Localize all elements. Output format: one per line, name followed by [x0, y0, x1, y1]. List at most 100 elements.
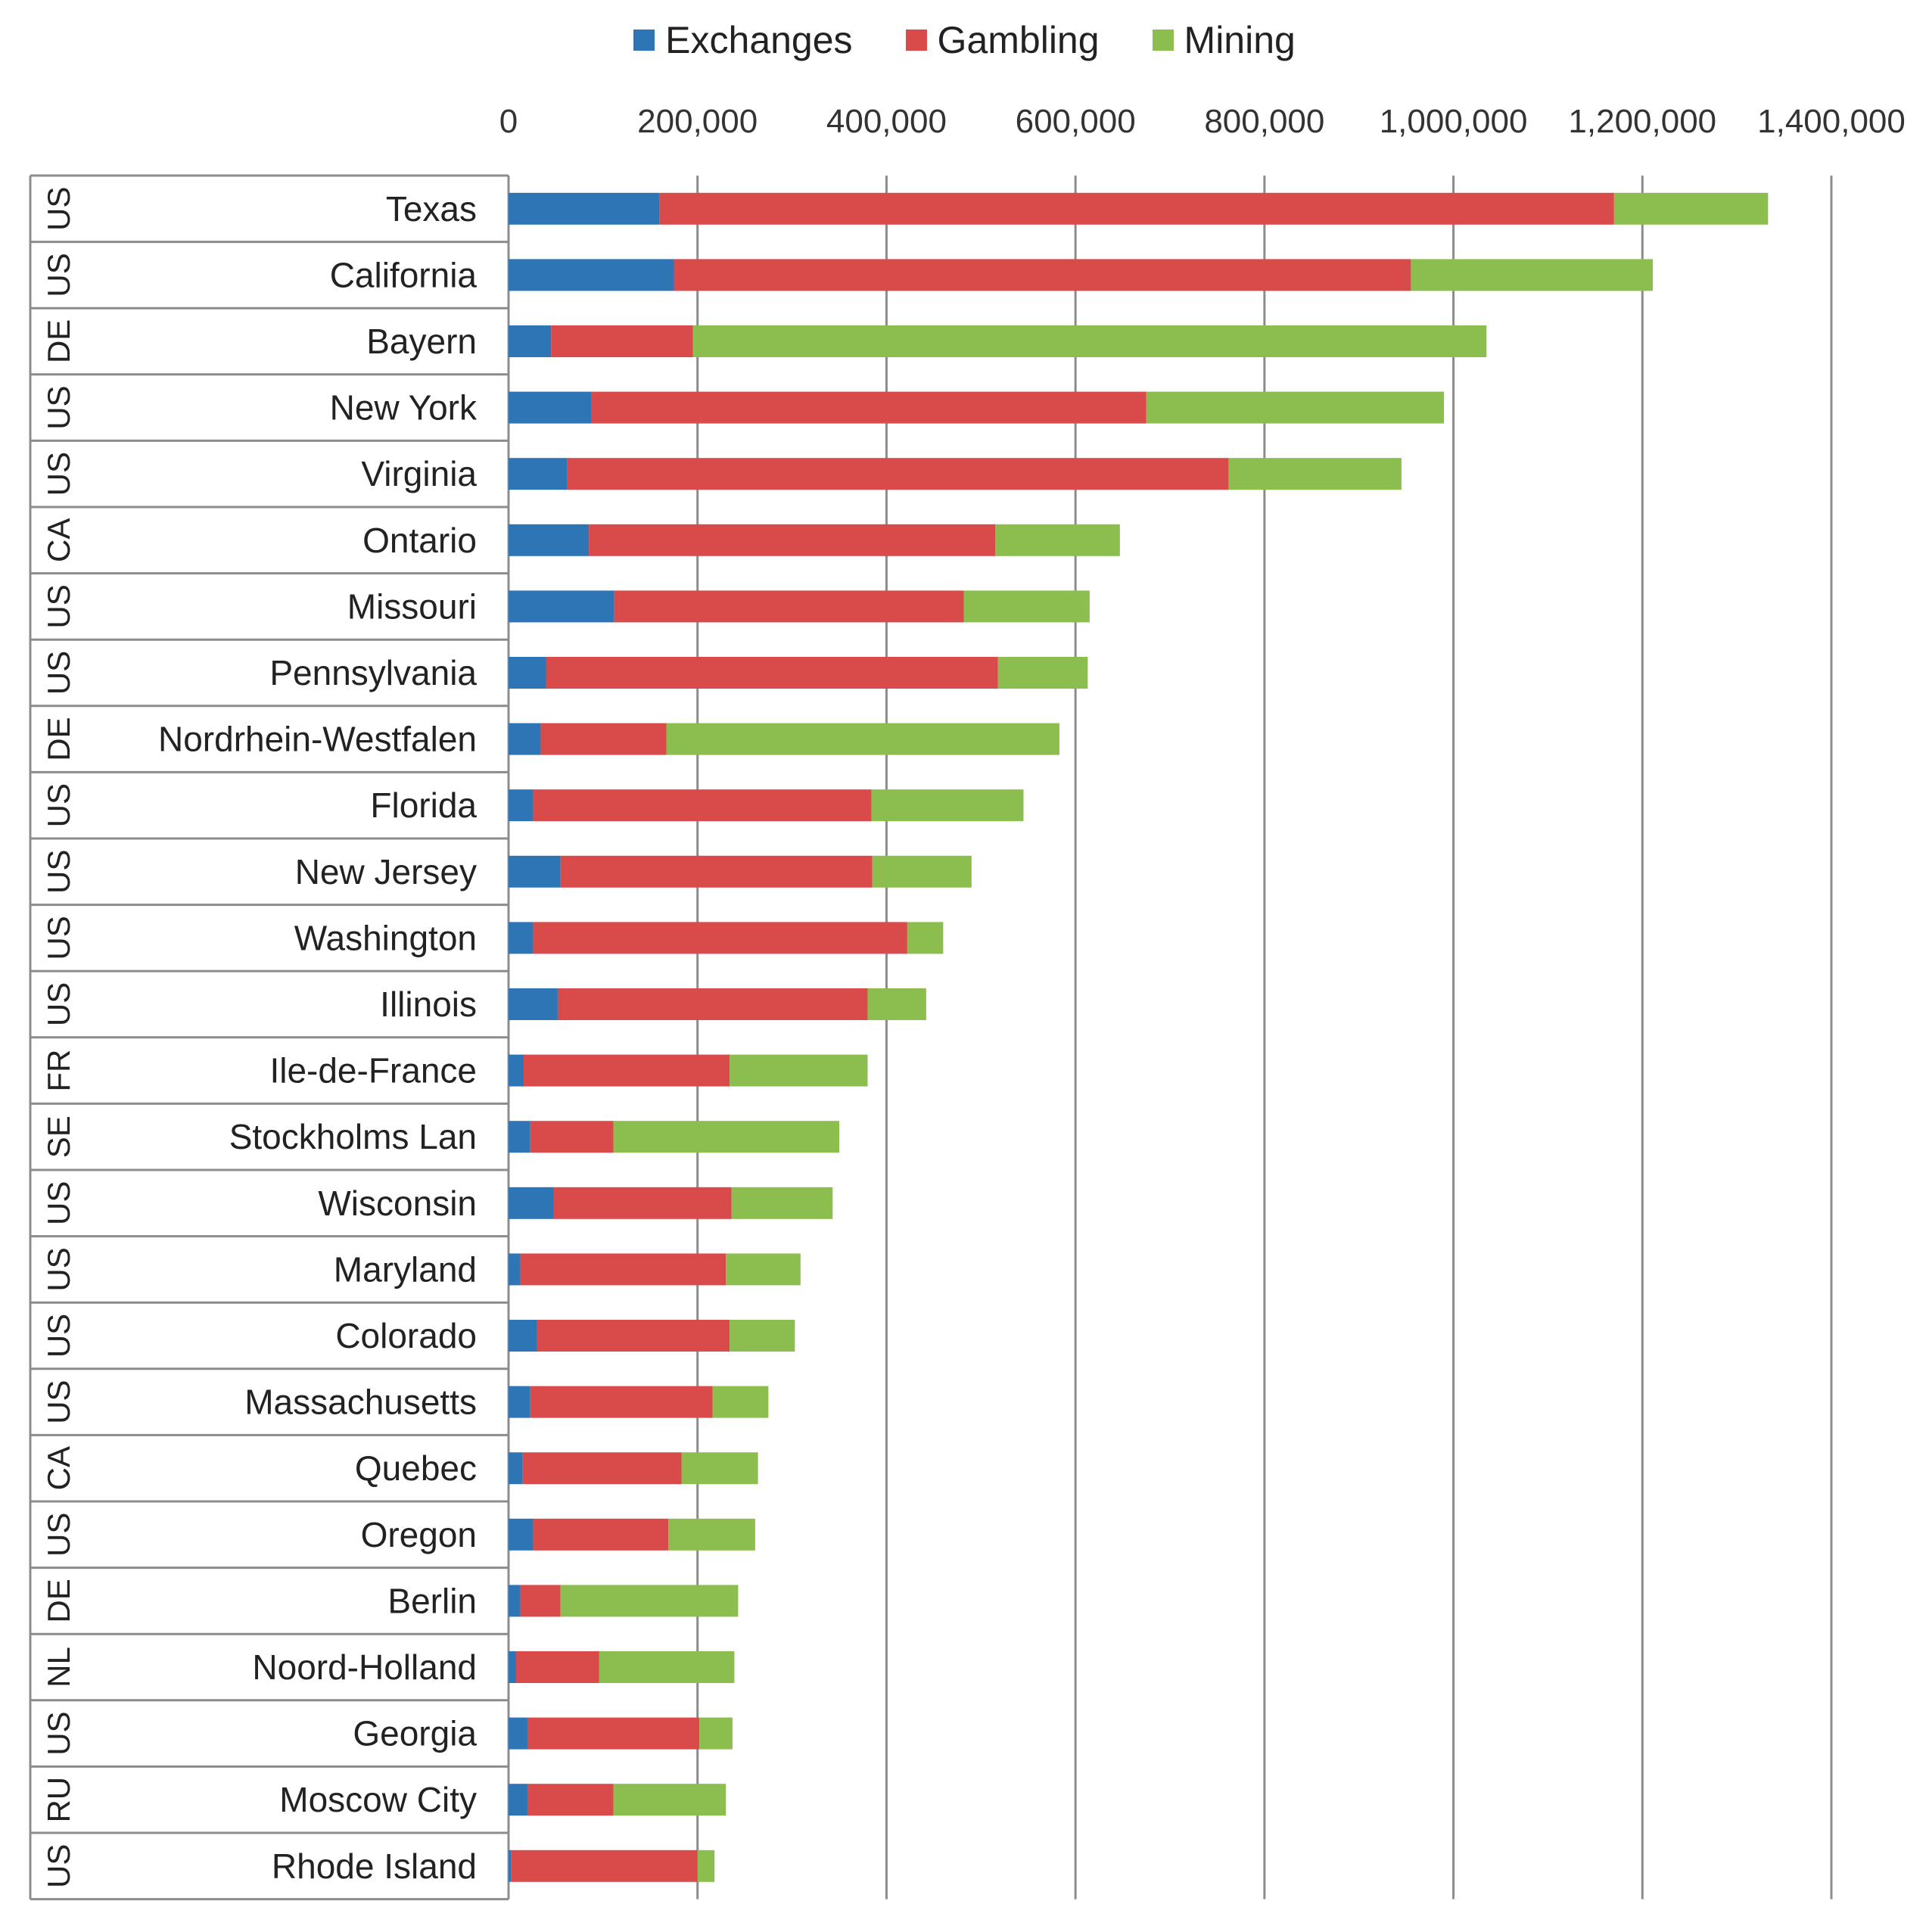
- country-code-label: US: [41, 452, 76, 496]
- country-code-label: US: [41, 1711, 76, 1755]
- x-tick-label: 1,400,000: [1757, 103, 1906, 140]
- bar-exchanges-georgia: [509, 1717, 527, 1750]
- country-code-label: US: [41, 1513, 76, 1557]
- bar-mining-florida: [871, 789, 1024, 822]
- country-code-label: FR: [41, 1050, 76, 1092]
- bar-mining-maryland: [726, 1253, 801, 1286]
- legend-swatch-mining: [1152, 30, 1174, 51]
- bar-mining-colorado: [730, 1320, 795, 1352]
- bar-mining-nordrhein-westfalen: [666, 723, 1059, 755]
- bar-mining-wisconsin: [731, 1187, 833, 1219]
- country-code-label: US: [41, 982, 76, 1026]
- bar-exchanges-new-york: [509, 391, 592, 424]
- bar-mining-virginia: [1228, 458, 1402, 490]
- bar-mining-stockholms-lan: [613, 1121, 839, 1153]
- category-label: Quebec: [355, 1448, 477, 1488]
- bar-gambling-illinois: [557, 988, 868, 1020]
- bar-gambling-moscow-city: [527, 1784, 614, 1816]
- country-code-label: DE: [41, 717, 76, 761]
- country-code-label: DE: [41, 1579, 76, 1622]
- bar-gambling-nordrhein-westfalen: [540, 723, 667, 755]
- bar-gambling-georgia: [527, 1717, 700, 1750]
- category-label: New York: [330, 388, 478, 428]
- category-label: Florida: [370, 786, 477, 825]
- category-label: Rhode Island: [272, 1846, 477, 1886]
- bar-exchanges-maryland: [509, 1253, 520, 1286]
- legend: Exchanges Gambling Mining: [0, 14, 1929, 67]
- bar-gambling-new-jersey: [560, 855, 873, 888]
- x-tick-label: 600,000: [1016, 103, 1136, 140]
- bar-exchanges-quebec: [509, 1452, 523, 1485]
- bar-exchanges-moscow-city: [509, 1784, 527, 1816]
- category-label: Virginia: [361, 454, 477, 493]
- bar-mining-moscow-city: [613, 1784, 726, 1816]
- x-tick-label: 400,000: [826, 103, 947, 140]
- bar-gambling-ile-de-france: [523, 1054, 730, 1087]
- legend-item-gambling: Gambling: [905, 18, 1100, 62]
- country-code-label: US: [41, 1247, 76, 1291]
- country-code-label: CA: [41, 1446, 76, 1490]
- bar-gambling-oregon: [533, 1518, 669, 1551]
- bar-mining-pennsylvania: [997, 657, 1088, 689]
- country-code-label: US: [41, 850, 76, 894]
- bar-mining-rhode-island: [697, 1850, 715, 1882]
- bar-gambling-florida: [533, 789, 872, 822]
- bar-mining-california: [1411, 259, 1654, 291]
- bar-exchanges-colorado: [509, 1320, 537, 1352]
- category-label: Missouri: [347, 586, 477, 626]
- bar-mining-illinois: [867, 988, 926, 1020]
- country-code-label: US: [41, 187, 76, 231]
- bar-mining-missouri: [963, 590, 1090, 623]
- bar-mining-new-york: [1146, 391, 1445, 424]
- category-label: California: [330, 255, 478, 294]
- bar-exchanges-bayern: [509, 325, 552, 357]
- bar-exchanges-ile-de-france: [509, 1054, 524, 1087]
- bar-exchanges-virginia: [509, 458, 568, 490]
- category-label: Wisconsin: [318, 1184, 477, 1223]
- bar-gambling-rhode-island: [511, 1850, 698, 1882]
- category-label: New Jersey: [295, 852, 477, 891]
- bar-gambling-texas: [659, 192, 1614, 225]
- bar-exchanges-berlin: [509, 1585, 520, 1617]
- category-label: Ontario: [362, 521, 477, 560]
- bar-mining-berlin: [560, 1585, 739, 1617]
- category-label: Oregon: [361, 1515, 477, 1554]
- bar-mining-massachusetts: [712, 1386, 769, 1418]
- bar-exchanges-nordrhein-westfalen: [509, 723, 541, 755]
- country-code-label: US: [41, 783, 76, 827]
- bar-mining-ontario: [995, 524, 1120, 556]
- bar-gambling-colorado: [537, 1320, 730, 1352]
- category-label: Nordrhein-Westfalen: [158, 720, 477, 759]
- bar-exchanges-noord-holland: [509, 1651, 516, 1683]
- bar-exchanges-ontario: [509, 524, 590, 556]
- country-code-label: US: [41, 1314, 76, 1358]
- country-code-label: SE: [41, 1115, 76, 1158]
- bar-mining-oregon: [668, 1518, 755, 1551]
- bar-gambling-wisconsin: [553, 1187, 732, 1219]
- legend-item-mining: Mining: [1152, 18, 1296, 62]
- country-code-label: US: [41, 1380, 76, 1423]
- bar-exchanges-washington: [509, 922, 534, 954]
- legend-label-gambling: Gambling: [937, 19, 1100, 61]
- bar-mining-washington: [907, 922, 944, 954]
- bar-gambling-maryland: [519, 1253, 726, 1286]
- country-code-label: US: [41, 584, 76, 628]
- bar-mining-ile-de-france: [730, 1054, 868, 1087]
- bar-mining-georgia: [699, 1717, 733, 1750]
- country-code-label: US: [41, 385, 76, 429]
- country-code-label: NL: [41, 1647, 76, 1688]
- bar-exchanges-new-jersey: [509, 855, 561, 888]
- country-code-label: DE: [41, 319, 76, 363]
- category-label: Pennsylvania: [269, 653, 477, 692]
- category-label: Stockholms Lan: [229, 1117, 477, 1156]
- bar-mining-noord-holland: [599, 1651, 735, 1683]
- category-label: Colorado: [335, 1316, 477, 1355]
- bar-gambling-stockholms-lan: [530, 1121, 614, 1153]
- category-label: Noord-Holland: [252, 1647, 477, 1687]
- legend-label-mining: Mining: [1184, 19, 1296, 61]
- bar-gambling-noord-holland: [515, 1651, 599, 1683]
- category-label: Moscow City: [279, 1780, 477, 1819]
- bar-exchanges-wisconsin: [509, 1187, 554, 1219]
- legend-swatch-exchanges: [633, 30, 655, 51]
